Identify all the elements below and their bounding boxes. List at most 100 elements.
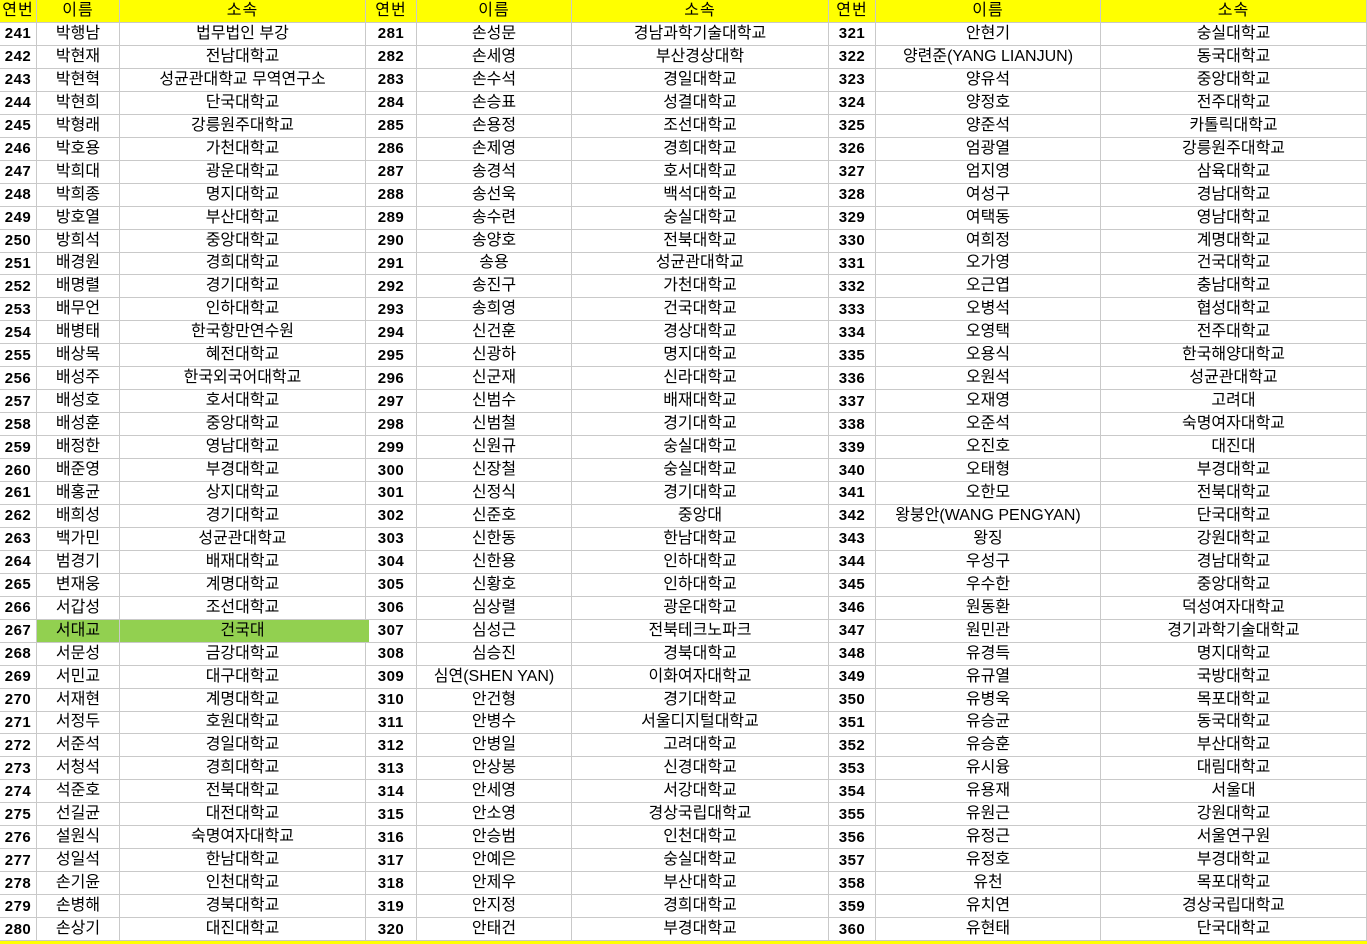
row-number-cell[interactable]: 254: [0, 321, 37, 345]
affiliation-cell[interactable]: 단국대학교: [1101, 918, 1367, 941]
row-number-cell[interactable]: 267: [0, 619, 37, 643]
row-number-cell[interactable]: 333: [829, 298, 876, 322]
affiliation-cell[interactable]: 중앙대학교: [120, 229, 366, 253]
affiliation-cell[interactable]: 숭실대학교: [572, 436, 829, 460]
name-cell[interactable]: 송용: [417, 252, 572, 276]
name-cell[interactable]: 변재웅: [37, 573, 120, 597]
name-cell[interactable]: 신광하: [417, 344, 572, 368]
row-number-cell[interactable]: 299: [366, 436, 417, 460]
affiliation-cell[interactable]: 신경대학교: [572, 757, 829, 781]
row-number-cell[interactable]: 318: [366, 872, 417, 896]
name-cell[interactable]: 신원규: [417, 436, 572, 460]
row-number-cell[interactable]: 321: [829, 23, 876, 46]
row-number-cell[interactable]: 284: [366, 91, 417, 115]
row-number-cell[interactable]: 272: [0, 734, 37, 758]
affiliation-cell[interactable]: 한국항만연수원: [120, 321, 366, 345]
name-cell[interactable]: 안태건: [417, 918, 572, 941]
name-cell[interactable]: 유정호: [876, 849, 1101, 873]
header-cell-no-group2[interactable]: 연번: [366, 0, 417, 23]
name-cell[interactable]: 왕붕안(WANG PENGYAN): [876, 504, 1101, 528]
name-cell[interactable]: 박현재: [37, 45, 120, 69]
row-number-cell[interactable]: 336: [829, 367, 876, 391]
affiliation-cell[interactable]: 강원대학교: [1101, 803, 1367, 827]
row-number-cell[interactable]: 247: [0, 160, 37, 184]
name-cell[interactable]: 배명렬: [37, 275, 120, 299]
row-number-cell[interactable]: 282: [366, 45, 417, 69]
affiliation-cell[interactable]: 명지대학교: [120, 183, 366, 207]
row-number-cell[interactable]: 358: [829, 872, 876, 896]
affiliation-cell[interactable]: 중앙대학교: [1101, 68, 1367, 92]
name-cell[interactable]: 서갑성: [37, 596, 120, 620]
name-cell[interactable]: 석준호: [37, 780, 120, 804]
affiliation-cell[interactable]: 한국해양대학교: [1101, 344, 1367, 368]
affiliation-cell[interactable]: 경기대학교: [572, 688, 829, 712]
row-number-cell[interactable]: 306: [366, 596, 417, 620]
affiliation-cell[interactable]: 명지대학교: [572, 344, 829, 368]
name-cell[interactable]: 신한동: [417, 527, 572, 551]
affiliation-cell[interactable]: 서울대: [1101, 780, 1367, 804]
affiliation-cell[interactable]: 계명대학교: [120, 573, 366, 597]
row-number-cell[interactable]: 359: [829, 895, 876, 919]
affiliation-cell[interactable]: 대전대학교: [120, 803, 366, 827]
affiliation-cell[interactable]: 목포대학교: [1101, 688, 1367, 712]
name-cell[interactable]: 송양호: [417, 229, 572, 253]
row-number-cell[interactable]: 325: [829, 114, 876, 138]
affiliation-cell[interactable]: 삼육대학교: [1101, 160, 1367, 184]
row-number-cell[interactable]: 307: [366, 619, 417, 643]
name-cell[interactable]: 배준영: [37, 459, 120, 482]
name-cell[interactable]: 배상목: [37, 344, 120, 368]
name-cell[interactable]: 안승범: [417, 826, 572, 850]
row-number-cell[interactable]: 289: [366, 206, 417, 230]
affiliation-cell[interactable]: 상지대학교: [120, 482, 366, 505]
name-cell[interactable]: 안소영: [417, 803, 572, 827]
row-number-cell[interactable]: 274: [0, 780, 37, 804]
affiliation-cell[interactable]: 인하대학교: [572, 550, 829, 574]
name-cell[interactable]: 손상기: [37, 918, 120, 941]
row-number-cell[interactable]: 266: [0, 596, 37, 620]
name-cell[interactable]: 배홍균: [37, 482, 120, 505]
affiliation-cell[interactable]: 숙명여자대학교: [1101, 413, 1367, 437]
name-cell[interactable]: 양정호: [876, 91, 1101, 115]
name-cell[interactable]: 신정식: [417, 482, 572, 505]
row-number-cell[interactable]: 338: [829, 413, 876, 437]
name-cell[interactable]: 성일석: [37, 849, 120, 873]
affiliation-cell[interactable]: 전주대학교: [1101, 321, 1367, 345]
row-number-cell[interactable]: 268: [0, 642, 37, 666]
name-cell[interactable]: 손용정: [417, 114, 572, 138]
affiliation-cell[interactable]: 광운대학교: [120, 160, 366, 184]
affiliation-cell[interactable]: 계명대학교: [1101, 229, 1367, 253]
name-cell-highlighted[interactable]: 서대교: [37, 619, 120, 643]
affiliation-cell[interactable]: 호서대학교: [120, 390, 366, 414]
name-cell[interactable]: 안병수: [417, 711, 572, 735]
row-number-cell[interactable]: 322: [829, 45, 876, 69]
row-number-cell[interactable]: 244: [0, 91, 37, 115]
name-cell[interactable]: 오가영: [876, 252, 1101, 276]
row-number-cell[interactable]: 295: [366, 344, 417, 368]
row-number-cell[interactable]: 324: [829, 91, 876, 115]
name-cell[interactable]: 원민관: [876, 619, 1101, 643]
name-cell[interactable]: 배희성: [37, 504, 120, 528]
row-number-cell[interactable]: 351: [829, 711, 876, 735]
name-cell[interactable]: 안예은: [417, 849, 572, 873]
name-cell[interactable]: 신한용: [417, 550, 572, 574]
name-cell[interactable]: 엄지영: [876, 160, 1101, 184]
row-number-cell[interactable]: 290: [366, 229, 417, 253]
affiliation-cell[interactable]: 조선대학교: [572, 114, 829, 138]
affiliation-cell[interactable]: 경남대학교: [1101, 183, 1367, 207]
affiliation-cell[interactable]: 인하대학교: [120, 298, 366, 322]
row-number-cell[interactable]: 360: [829, 918, 876, 941]
row-number-cell[interactable]: 335: [829, 344, 876, 368]
affiliation-cell[interactable]: 신라대학교: [572, 367, 829, 391]
row-number-cell[interactable]: 275: [0, 803, 37, 827]
name-cell[interactable]: 원동환: [876, 596, 1101, 620]
name-cell[interactable]: 서재현: [37, 688, 120, 712]
name-cell[interactable]: 여희정: [876, 229, 1101, 253]
row-number-cell[interactable]: 258: [0, 413, 37, 437]
affiliation-cell[interactable]: 부경대학교: [572, 918, 829, 941]
row-number-cell[interactable]: 273: [0, 757, 37, 781]
affiliation-cell[interactable]: 대림대학교: [1101, 757, 1367, 781]
row-number-cell[interactable]: 298: [366, 413, 417, 437]
row-number-cell[interactable]: 332: [829, 275, 876, 299]
affiliation-cell[interactable]: 대진대: [1101, 436, 1367, 460]
row-number-cell[interactable]: 339: [829, 436, 876, 460]
